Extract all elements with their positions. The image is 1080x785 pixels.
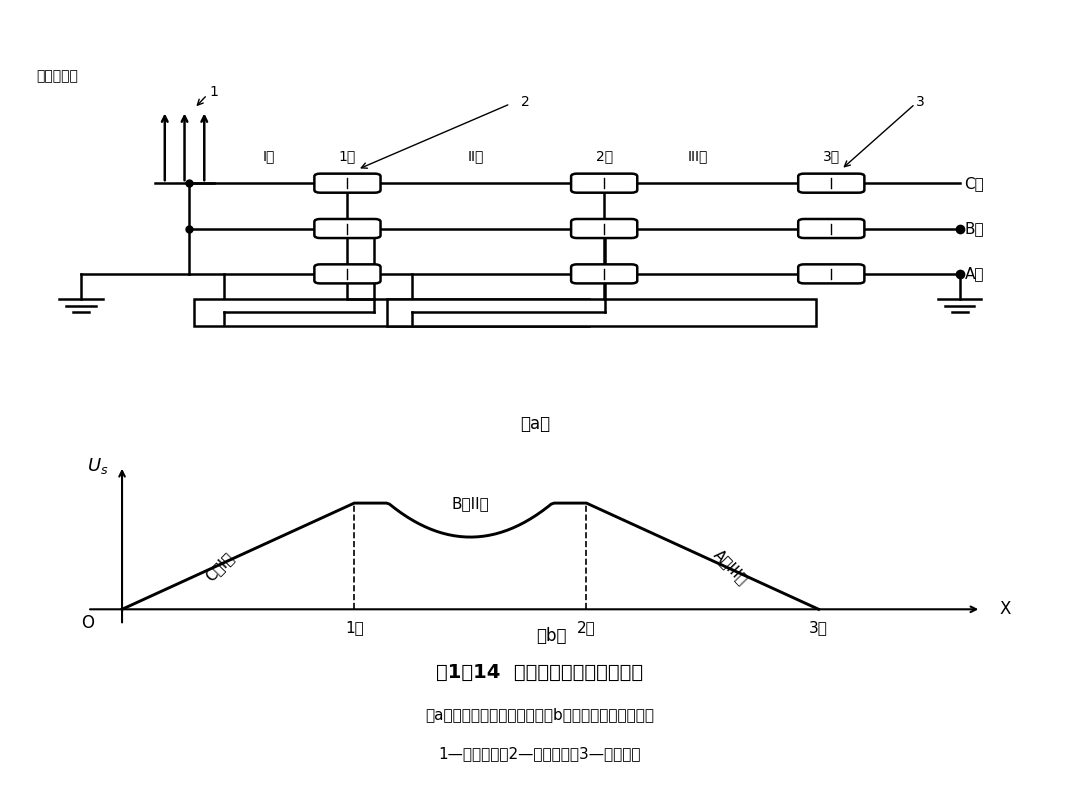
- FancyBboxPatch shape: [571, 219, 637, 238]
- FancyBboxPatch shape: [571, 173, 637, 192]
- Text: 2: 2: [521, 94, 529, 108]
- Bar: [194, 299, 590, 326]
- Text: 1号: 1号: [339, 148, 356, 162]
- Text: A相III段: A相III段: [711, 546, 751, 587]
- Bar: [387, 299, 816, 326]
- Text: $U_s$: $U_s$: [86, 456, 108, 476]
- Text: 电缆终端头: 电缆终端头: [37, 69, 78, 83]
- Text: 2号: 2号: [596, 148, 612, 162]
- Text: （a）: （a）: [519, 414, 550, 433]
- Text: （b）: （b）: [537, 627, 567, 644]
- Text: C相: C相: [964, 176, 984, 191]
- FancyBboxPatch shape: [798, 265, 864, 283]
- FancyBboxPatch shape: [571, 265, 637, 283]
- Text: 1—电缆终端；2—绝缘接头；3—直通接头: 1—电缆终端；2—绝缘接头；3—直通接头: [438, 747, 642, 761]
- Text: 2号: 2号: [577, 620, 596, 635]
- Text: O: O: [81, 614, 94, 632]
- FancyBboxPatch shape: [314, 219, 380, 238]
- Text: A相: A相: [964, 266, 984, 281]
- FancyBboxPatch shape: [314, 265, 380, 283]
- Text: III段: III段: [688, 148, 708, 162]
- Text: （a）交叉互联接法示意图；（b）沿线感应电压分布图: （a）交叉互联接法示意图；（b）沿线感应电压分布图: [426, 706, 654, 722]
- Text: 3号: 3号: [809, 620, 828, 635]
- Text: 图1－14  电缆金属护套的交叉互联: 图1－14 电缆金属护套的交叉互联: [436, 663, 644, 681]
- FancyBboxPatch shape: [798, 219, 864, 238]
- Text: C相I段: C相I段: [203, 550, 237, 584]
- Text: B相II段: B相II段: [451, 497, 489, 512]
- Text: 3: 3: [916, 94, 924, 108]
- Text: II段: II段: [468, 148, 484, 162]
- Text: 1号: 1号: [345, 620, 364, 635]
- FancyBboxPatch shape: [314, 173, 380, 192]
- Text: 3号: 3号: [823, 148, 840, 162]
- Text: X: X: [1000, 601, 1011, 619]
- Text: B相: B相: [964, 221, 984, 236]
- Text: 1: 1: [210, 86, 218, 100]
- FancyBboxPatch shape: [798, 173, 864, 192]
- Text: I段: I段: [262, 148, 274, 162]
